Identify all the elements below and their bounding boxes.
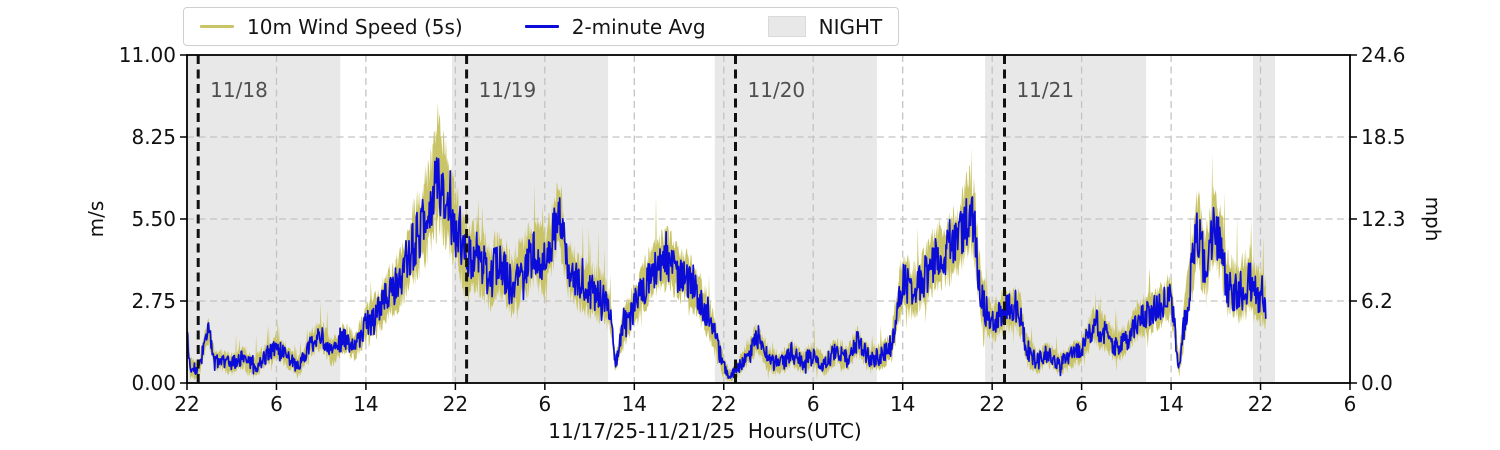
- x-tick-label: 22: [443, 392, 468, 416]
- x-tick-label: 22: [174, 392, 199, 416]
- x-tick-label: 6: [538, 392, 551, 416]
- legend-label-night: NIGHT: [818, 14, 883, 39]
- legend-label-2min-avg: 2-minute Avg: [571, 14, 706, 39]
- y-tick-label-left: 0.00: [131, 371, 176, 395]
- legend-item-wind-5s: 10m Wind Speed (5s): [200, 15, 463, 39]
- day-label: 11/19: [479, 78, 537, 102]
- legend: 10m Wind Speed (5s) 2-minute Avg NIGHT: [183, 7, 900, 46]
- night-patch-swatch: [767, 16, 806, 37]
- legend-item-night: NIGHT: [767, 14, 883, 39]
- day-label: 11/20: [748, 78, 806, 102]
- y-tick-label-right: 12.3: [1361, 207, 1406, 231]
- x-tick-label: 22: [1248, 392, 1273, 416]
- day-label: 11/18: [210, 78, 268, 102]
- y-tick-label-left: 11.00: [119, 43, 176, 67]
- y-tick-label-left: 8.25: [131, 125, 176, 149]
- avg-2min-series: [187, 157, 1267, 380]
- x-tick-label: 22: [979, 392, 1004, 416]
- y-tick-label-right: 24.6: [1361, 43, 1406, 67]
- y-tick-label-right: 6.2: [1361, 289, 1393, 313]
- x-tick-label: 6: [1344, 392, 1357, 416]
- x-tick-label: 14: [1158, 392, 1183, 416]
- wind-5s-line-swatch: [200, 24, 234, 29]
- y-tick-label-left: 5.50: [131, 207, 176, 231]
- y-tick-label-right: 18.5: [1361, 125, 1406, 149]
- legend-label-wind-5s: 10m Wind Speed (5s): [247, 14, 463, 39]
- x-tick-label: 22: [711, 392, 736, 416]
- y-axis-label-left: m/s: [84, 200, 108, 238]
- y-tick-label-right: 0.0: [1361, 371, 1393, 395]
- x-tick-label: 6: [807, 392, 820, 416]
- x-axis-label: 11/17/25-11/21/25 Hours(UTC): [548, 419, 862, 443]
- 2min-avg-line-swatch: [524, 24, 559, 29]
- x-tick-label: 14: [622, 392, 647, 416]
- x-tick-label: 14: [890, 392, 915, 416]
- x-tick-label: 6: [1075, 392, 1088, 416]
- x-tick-label: 14: [353, 392, 378, 416]
- day-label: 11/21: [1016, 78, 1074, 102]
- x-tick-label: 6: [270, 392, 283, 416]
- y-axis-label-right: mph: [1421, 196, 1445, 242]
- legend-item-2min-avg: 2-minute Avg: [524, 14, 706, 39]
- y-tick-label-left: 2.75: [131, 289, 176, 313]
